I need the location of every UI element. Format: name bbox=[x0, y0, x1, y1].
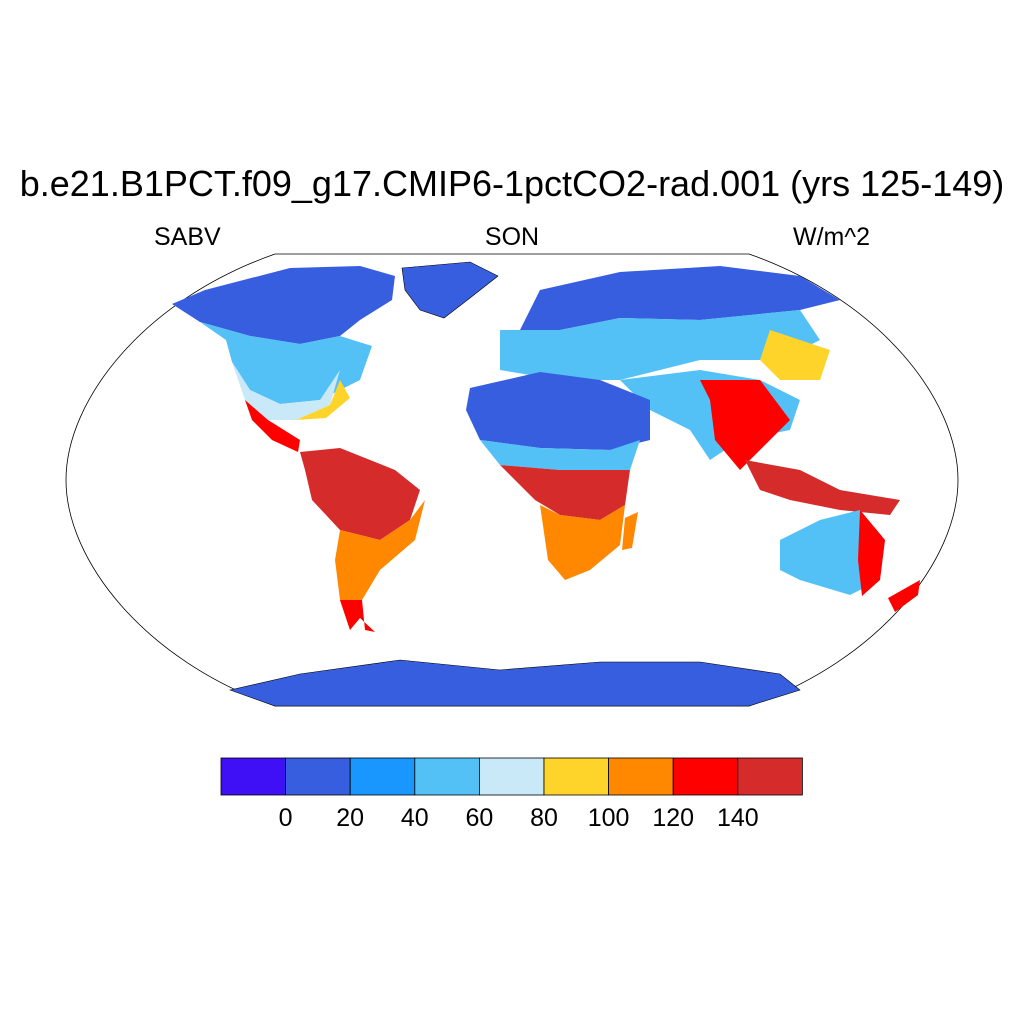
new-zealand bbox=[888, 580, 920, 612]
south-america-amazon bbox=[300, 448, 420, 540]
colorbar-swatch bbox=[220, 757, 286, 796]
colorbar-label: 20 bbox=[336, 804, 364, 832]
sahel-region bbox=[480, 440, 640, 470]
north-america-south bbox=[232, 362, 340, 420]
colorbar-swatch bbox=[543, 757, 609, 796]
units-label: W/m^2 bbox=[792, 223, 870, 251]
central-africa-region bbox=[500, 465, 630, 520]
colorbar-swatch bbox=[285, 757, 351, 796]
colorbar-swatch bbox=[737, 757, 803, 796]
colorbar-label: 120 bbox=[652, 804, 694, 832]
season-label: SON bbox=[484, 223, 540, 251]
antarctica-region bbox=[228, 659, 801, 707]
colorbar-swatch bbox=[414, 757, 480, 796]
south-america-south bbox=[335, 500, 425, 630]
madagascar bbox=[622, 512, 638, 550]
colorbar-swatch bbox=[478, 757, 545, 796]
colorbar-label: 100 bbox=[588, 804, 630, 832]
australia-region bbox=[780, 510, 885, 595]
eurasia-mid bbox=[500, 310, 820, 380]
colorbar-label: 80 bbox=[530, 804, 558, 832]
south-america-tip bbox=[340, 600, 375, 632]
southern-africa-region bbox=[540, 505, 625, 580]
colorbar-label: 0 bbox=[279, 804, 293, 832]
sahara-region bbox=[466, 372, 650, 450]
north-america-boreal bbox=[172, 266, 395, 344]
variable-label: SABV bbox=[154, 223, 221, 251]
australia-east bbox=[858, 510, 885, 596]
plot-title: b.e21.B1PCT.f09_g17.CMIP6-1pctCO2-rad.00… bbox=[19, 163, 1005, 204]
colorbar-label: 40 bbox=[401, 804, 429, 832]
east-asia bbox=[760, 330, 830, 380]
north-america-midlat bbox=[200, 322, 372, 404]
tibet-southeast-asia bbox=[700, 380, 790, 470]
maritime-continent bbox=[745, 460, 900, 515]
central-america bbox=[245, 400, 300, 452]
colorbar-swatch bbox=[349, 757, 416, 796]
greenland-region bbox=[401, 261, 499, 319]
north-america-se bbox=[296, 380, 350, 420]
colorbar-swatch bbox=[608, 757, 674, 796]
colorbar-label: 140 bbox=[717, 804, 759, 832]
colorbar-label: 60 bbox=[465, 804, 493, 832]
colorbar-swatch bbox=[672, 757, 739, 796]
